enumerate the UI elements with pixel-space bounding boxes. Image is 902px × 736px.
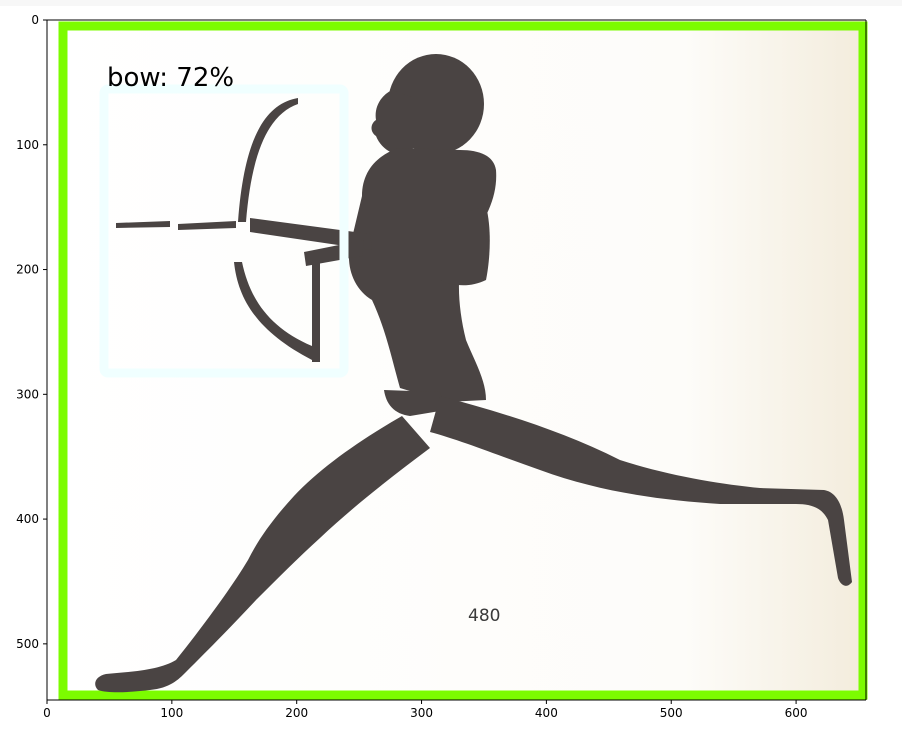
front-leg-shape — [430, 396, 852, 586]
hip-shape — [384, 390, 446, 416]
axes-spines — [46, 19, 867, 701]
y-tick-label: 300 — [16, 387, 39, 401]
arrow-tip-shape — [116, 221, 170, 228]
bow-lower-limb — [234, 262, 317, 360]
x-tick-label: 600 — [785, 706, 808, 720]
bow-string — [312, 252, 320, 362]
x-tick-label: 100 — [160, 706, 183, 720]
bow-upper-limb — [238, 98, 298, 222]
y-tick-label: 500 — [16, 637, 39, 651]
x-tick-label: 200 — [285, 706, 308, 720]
quiver-shape — [440, 206, 490, 286]
image-page-number: 480 — [468, 606, 500, 626]
y-tick-label: 400 — [16, 512, 39, 526]
x-tick-label: 0 — [43, 706, 51, 720]
torso-shape — [348, 148, 497, 402]
x-tick-label: 400 — [535, 706, 558, 720]
y-tick-label: 200 — [16, 263, 39, 277]
x-tick-label: 300 — [410, 706, 433, 720]
arrow-middle-shape — [178, 221, 236, 230]
image-border-frame — [58, 21, 868, 700]
x-axis-ticks: 0 100 200 300 400 500 600 — [43, 700, 808, 720]
back-leg-shape — [95, 416, 431, 693]
detection-label-bow: bow: 72% — [107, 63, 234, 93]
y-tick-label: 100 — [16, 138, 39, 152]
face-shape — [371, 90, 420, 154]
y-tick-label: 0 — [31, 13, 39, 27]
output-top-strip — [0, 0, 902, 6]
archer-silhouette — [95, 54, 852, 693]
y-axis-ticks: 0 100 200 300 400 500 — [16, 13, 47, 651]
detection-box-bow — [99, 84, 349, 378]
x-tick-label: 500 — [660, 706, 683, 720]
